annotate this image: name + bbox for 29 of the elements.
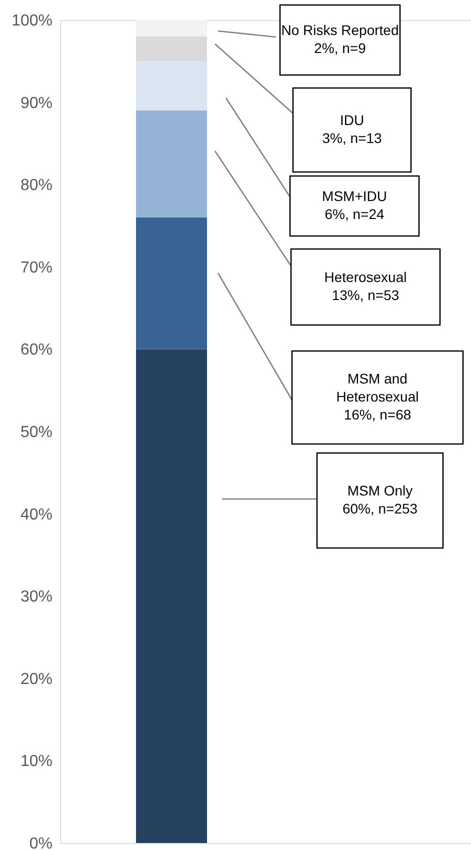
y-tick-label: 20% — [20, 670, 52, 688]
text: MSM Only — [347, 482, 413, 498]
y-tick-label: 30% — [20, 588, 52, 606]
bar — [136, 349, 207, 843]
bar — [136, 218, 207, 350]
bar — [136, 20, 207, 36]
y-tick-label: 50% — [20, 424, 52, 441]
text: IDU — [340, 112, 364, 128]
y-tick-label: 10% — [20, 753, 52, 770]
y-tick-label: 90% — [20, 94, 52, 112]
bar — [136, 61, 207, 111]
text: 6%, n=24 — [324, 206, 384, 222]
y-tick-label: 100% — [12, 12, 52, 30]
text: 13%, n=53 — [332, 287, 400, 303]
y-tick-label: 40% — [20, 506, 52, 524]
y-tick-label: 0% — [29, 836, 52, 850]
text: MSM and Heterosexual — [336, 370, 419, 404]
text: 2%, n=9 — [314, 40, 366, 56]
y-tick-label: 60% — [20, 342, 52, 359]
text: MSM+IDU — [322, 188, 387, 204]
text: No Risks Reported — [281, 22, 399, 38]
text: Heterosexual — [324, 269, 407, 285]
y-tick-label: 80% — [20, 177, 52, 194]
bar — [136, 110, 207, 218]
text: 60%, n=253 — [342, 500, 418, 516]
text: 3%, n=13 — [322, 130, 382, 146]
text: 16%, n=68 — [344, 406, 412, 422]
y-tick-label: 70% — [20, 259, 52, 276]
bar — [136, 36, 207, 62]
